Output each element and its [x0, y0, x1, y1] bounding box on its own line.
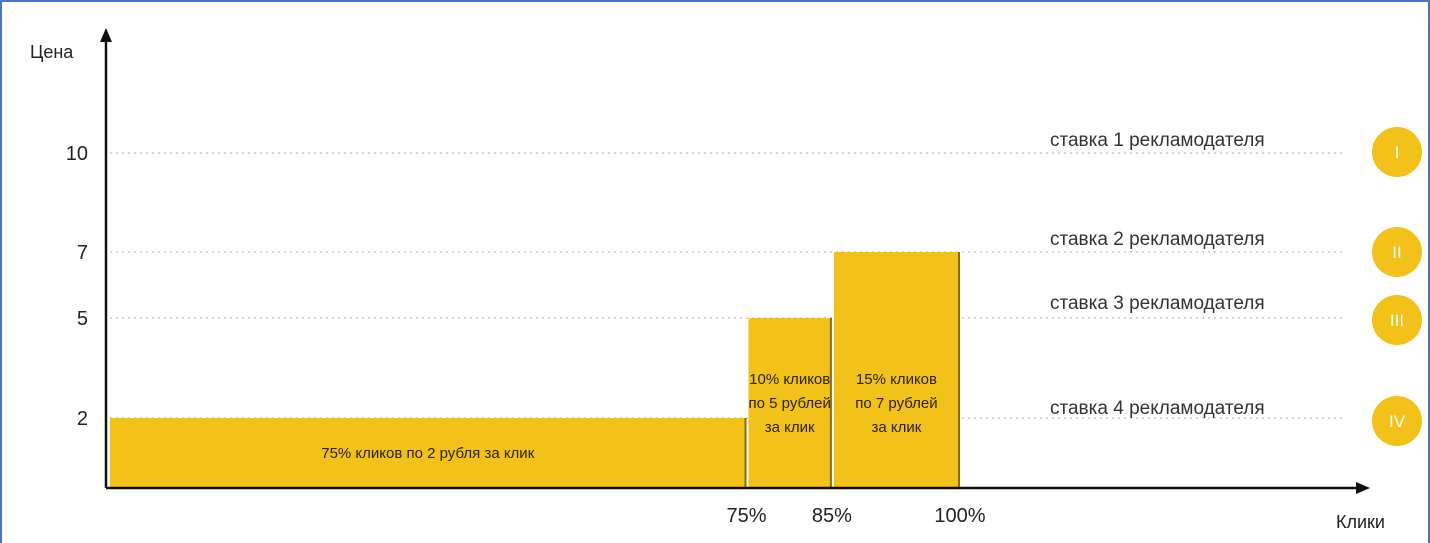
bar-label: 15% кликов [856, 371, 937, 388]
x-tick-label: 85% [812, 505, 852, 527]
y-axis-arrow-icon [100, 28, 112, 42]
bid-badge-icon [1372, 295, 1422, 345]
bid-numeral: II [1392, 243, 1401, 262]
bid-label: ставка 2 рекламодателя [1050, 229, 1265, 250]
bid-label: ставка 3 рекламодателя [1050, 293, 1265, 314]
y-tick-label: 5 [77, 308, 88, 330]
bid-numeral: III [1390, 311, 1404, 330]
bar-label: за клик [765, 419, 815, 436]
bar [748, 318, 831, 488]
y-tick-label: 10 [66, 143, 88, 165]
bid-label: ставка 4 рекламодателя [1050, 398, 1265, 419]
y-axis-title: Цена [30, 42, 74, 62]
ticks: 10 7 5 2 75% 85% 100% [66, 143, 986, 527]
y-tick-label: 2 [77, 408, 88, 430]
gridlines [110, 152, 1345, 419]
bar-label: по 7 рублей [855, 395, 937, 412]
bar [110, 418, 746, 488]
bar-label: 75% кликов по 2 рубля за клик [321, 445, 534, 462]
bar-label: 10% кликов [749, 371, 830, 388]
axes: Цена Клики [30, 28, 1385, 532]
bid-badge-icon [1372, 127, 1422, 177]
bar [833, 252, 959, 488]
x-tick-label: 100% [934, 505, 985, 527]
bid-badge-icon [1372, 396, 1422, 446]
x-axis-arrow-icon [1356, 482, 1370, 494]
bar-label: за клик [872, 419, 922, 436]
x-tick-label: 75% [726, 505, 766, 527]
bid-badge-icon [1372, 227, 1422, 277]
bar-label: по 5 рублей [749, 395, 831, 412]
bars: 75% кликов по 2 рубля за клик 10% кликов п… [110, 252, 960, 488]
x-axis-title: Клики [1336, 512, 1385, 532]
bid-numeral: IV [1389, 412, 1406, 431]
bid-numeral: I [1395, 143, 1400, 162]
y-tick-label: 7 [77, 242, 88, 264]
bid-label: ставка 1 рекламодателя [1050, 130, 1265, 151]
